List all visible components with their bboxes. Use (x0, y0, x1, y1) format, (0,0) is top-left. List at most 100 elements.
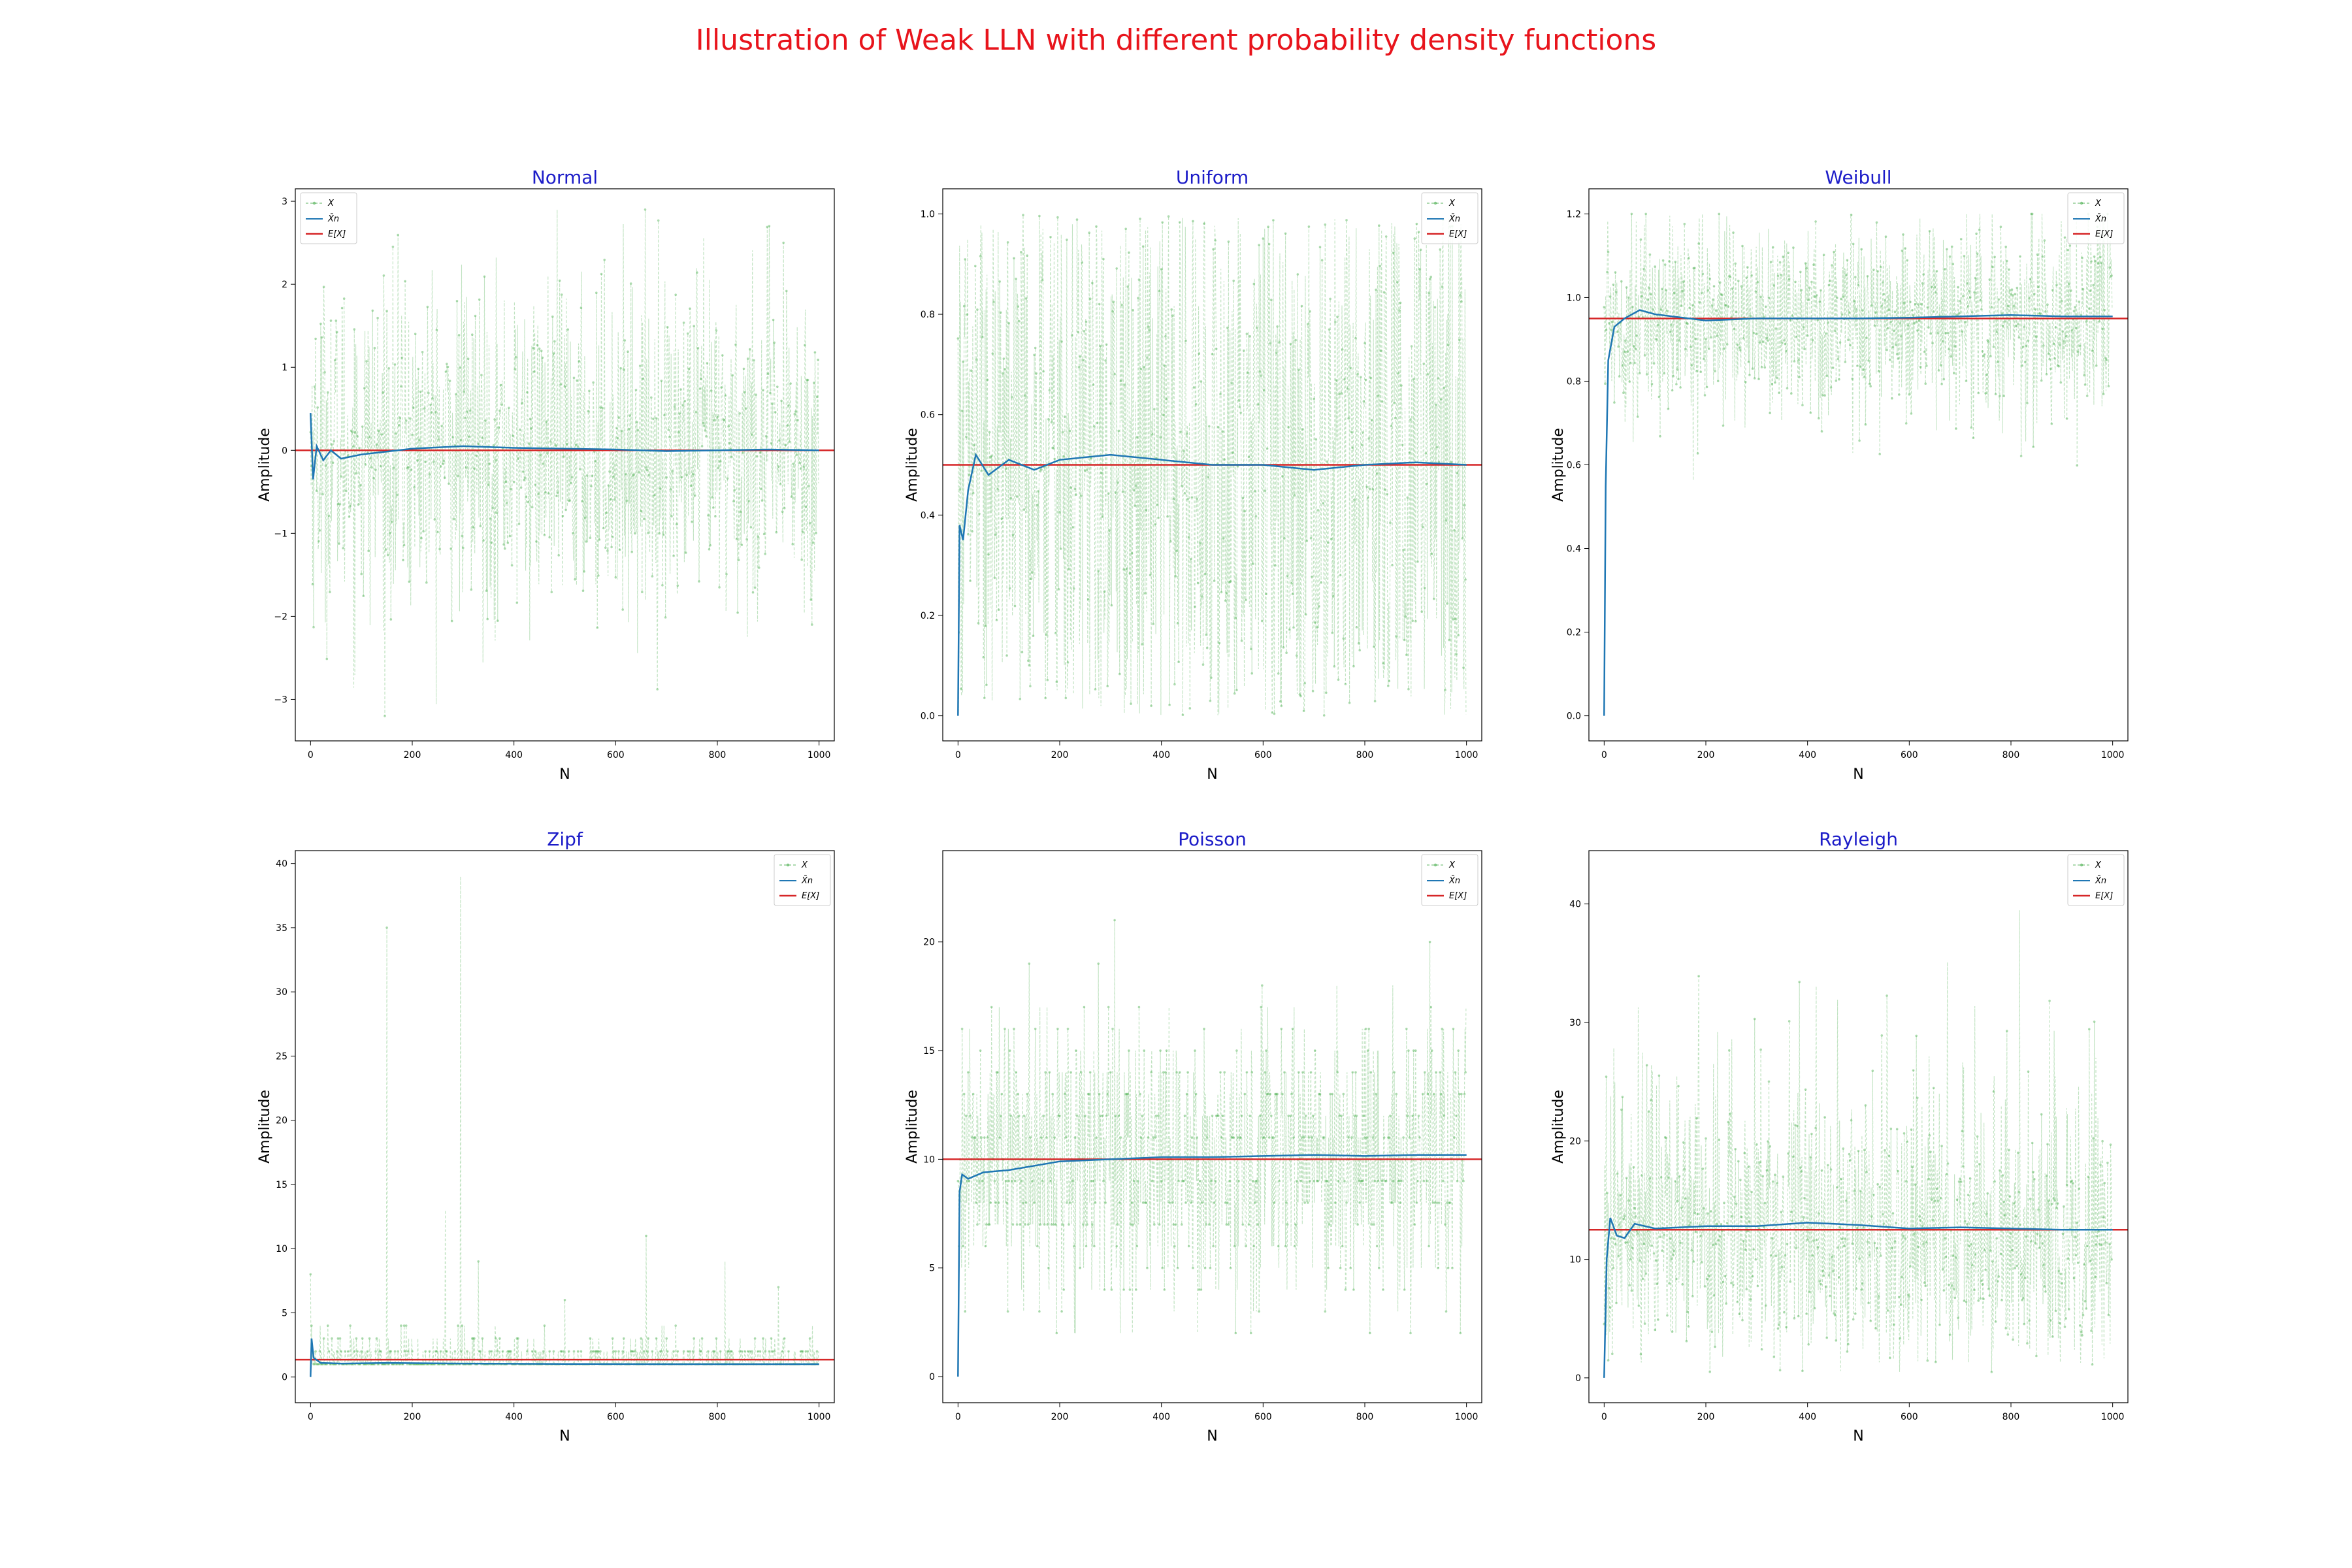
sample-point (1759, 295, 1762, 299)
sample-point (2057, 365, 2060, 368)
sample-point (1176, 1266, 1179, 1269)
sample-point (1151, 1179, 1154, 1183)
sample-point (1781, 1266, 1784, 1269)
sample-point (2066, 1257, 2069, 1260)
sample-point (1034, 346, 1037, 350)
sample-point (592, 1350, 595, 1353)
sample-point (1797, 359, 1800, 362)
sample-point (534, 483, 537, 486)
sample-point (1457, 1049, 1460, 1052)
sample-point (466, 357, 470, 360)
sample-point (349, 1324, 351, 1327)
sample-point (2033, 1178, 2036, 1181)
sample-point (473, 467, 476, 470)
sample-point (1968, 296, 1972, 299)
sample-point (1616, 1172, 1619, 1175)
sample-point (559, 383, 563, 386)
sample-point (1327, 1266, 1330, 1269)
x-tick-label: 0 (955, 1412, 961, 1422)
sample-point (1337, 1179, 1340, 1183)
sample-point (2070, 329, 2074, 332)
sample-point (981, 1179, 984, 1183)
sample-point (1795, 1247, 1798, 1249)
sample-point (336, 1350, 338, 1353)
sample-point (1920, 1298, 1923, 1301)
sample-point (2106, 1162, 2109, 1164)
sample-point (410, 468, 413, 471)
sample-point (2057, 1269, 2060, 1272)
sample-point (1920, 302, 1923, 306)
y-tick-label: 3 (282, 197, 287, 207)
sample-point (1853, 1190, 1856, 1192)
sample-point (434, 411, 437, 414)
sample-point (1955, 1256, 1957, 1259)
y-tick-label: 0.0 (1567, 711, 1581, 722)
sample-point (1620, 1108, 1623, 1111)
sample-point (1208, 425, 1211, 428)
sample-point (632, 474, 634, 477)
sample-point (1957, 1180, 1961, 1183)
x-tick-label: 1000 (2101, 1412, 2125, 1422)
y-tick-label: −1 (274, 529, 287, 539)
sample-point (1911, 1166, 1914, 1169)
sample-point (733, 489, 736, 491)
sample-point (1838, 378, 1840, 381)
sample-point (802, 465, 806, 468)
sample-point (1950, 355, 1952, 358)
sample-point (1215, 1115, 1218, 1117)
sample-point (1183, 449, 1185, 452)
sample-point (645, 466, 647, 469)
sample-point (1835, 380, 1838, 382)
sample-point (634, 532, 636, 535)
sample-point (368, 1337, 371, 1340)
sample-point (680, 476, 683, 479)
sample-point (1367, 437, 1370, 440)
sample-point (2032, 1171, 2034, 1173)
sample-point (2078, 1187, 2081, 1190)
sample-point (309, 1273, 312, 1276)
sample-point (992, 301, 995, 304)
sample-point (1176, 622, 1179, 625)
sample-point (1707, 1275, 1710, 1277)
sample-point (1767, 1080, 1771, 1083)
y-tick-label: 1.0 (1567, 293, 1581, 303)
sample-point (1695, 1117, 1698, 1120)
sample-point (1840, 1177, 1842, 1181)
sample-point (1630, 1289, 1633, 1292)
sample-point (614, 576, 617, 579)
sample-point (1320, 581, 1322, 584)
legend: XX̄nE[X] (2067, 192, 2125, 244)
sample-point (795, 453, 798, 457)
sample-point (377, 429, 380, 433)
sample-point (1341, 348, 1344, 351)
sample-point (1024, 297, 1028, 300)
sample-point (1776, 1327, 1780, 1330)
sample-point (1052, 447, 1055, 450)
sample-point (368, 436, 371, 438)
sample-point (2001, 312, 2003, 315)
sample-point (989, 455, 992, 459)
sample-point (1305, 540, 1309, 542)
sample-point (1028, 962, 1031, 965)
sample-point (1210, 1179, 1213, 1183)
sample-point (669, 488, 672, 491)
sample-point (1654, 338, 1658, 340)
sample-point (1785, 1326, 1788, 1329)
sample-point (988, 431, 991, 434)
sample-point (361, 425, 364, 428)
sample-point (1343, 378, 1346, 381)
sample-point (773, 341, 776, 344)
sample-point (338, 542, 340, 545)
sample-point (2025, 1235, 2028, 1238)
sample-point (1987, 340, 1990, 343)
sample-point (1619, 1194, 1622, 1197)
sample-point (1650, 382, 1654, 385)
sample-point (1729, 276, 1732, 279)
sample-point (2024, 1277, 2027, 1280)
sample-point (776, 385, 779, 388)
sample-point (1863, 1149, 1866, 1151)
sample-point (703, 425, 706, 427)
sample-point (1820, 430, 1823, 433)
sample-point (1238, 406, 1241, 408)
sample-point (1712, 298, 1714, 301)
